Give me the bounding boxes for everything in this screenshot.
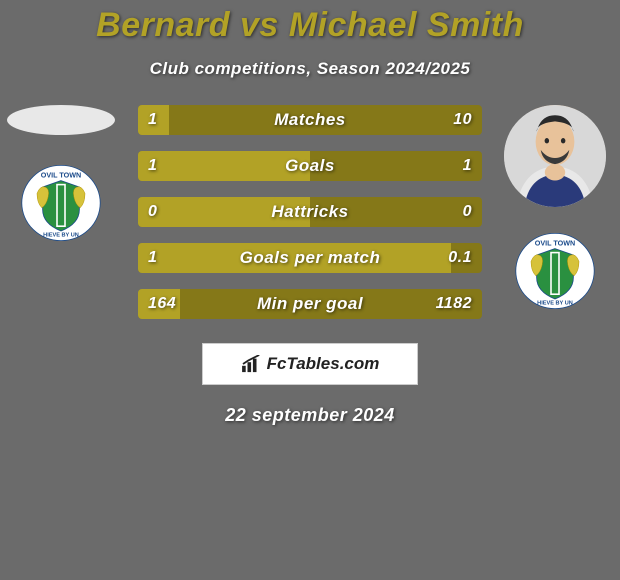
- stat-bars: 110Matches 11Goals 00Hattricks 10.1Goals pe…: [138, 105, 482, 319]
- svg-text:OVIL TOWN: OVIL TOWN: [535, 238, 575, 247]
- stat-bar: 1641182Min per goal: [138, 289, 482, 319]
- stat-bar: 00Hattricks: [138, 197, 482, 227]
- brand-box: FcTables.com: [202, 343, 418, 385]
- date-text: 22 september 2024: [0, 405, 620, 426]
- svg-text:HIEVE BY UN: HIEVE BY UN: [537, 301, 573, 307]
- left-player-column: OVIL TOWN HIEVE BY UN: [6, 105, 116, 243]
- stat-bar: 10.1Goals per match: [138, 243, 482, 273]
- bar-label: Min per goal: [138, 289, 482, 319]
- right-club-badge: OVIL TOWN HIEVE BY UN: [515, 231, 595, 311]
- bar-label: Goals: [138, 151, 482, 181]
- club-badge-icon: OVIL TOWN HIEVE BY UN: [515, 231, 595, 311]
- club-badge-icon: OVIL TOWN HIEVE BY UN: [21, 163, 101, 243]
- brand-text: FcTables.com: [267, 354, 380, 374]
- comparison-infographic: Bernard vs Michael Smith Club competitio…: [0, 0, 620, 580]
- bar-label: Hattricks: [138, 197, 482, 227]
- subtitle: Club competitions, Season 2024/2025: [0, 45, 620, 79]
- right-player-column: OVIL TOWN HIEVE BY UN: [500, 105, 610, 311]
- left-club-badge: OVIL TOWN HIEVE BY UN: [21, 163, 101, 243]
- svg-text:OVIL TOWN: OVIL TOWN: [41, 170, 81, 179]
- bar-label: Goals per match: [138, 243, 482, 273]
- main-area: OVIL TOWN HIEVE BY UN: [0, 105, 620, 325]
- stat-bar: 110Matches: [138, 105, 482, 135]
- left-player-avatar: [7, 105, 115, 135]
- brand-chart-icon: [241, 355, 263, 373]
- svg-text:HIEVE BY UN: HIEVE BY UN: [43, 233, 79, 239]
- page-title: Bernard vs Michael Smith: [0, 0, 620, 45]
- right-player-avatar: [504, 105, 606, 207]
- stat-bar: 11Goals: [138, 151, 482, 181]
- bar-label: Matches: [138, 105, 482, 135]
